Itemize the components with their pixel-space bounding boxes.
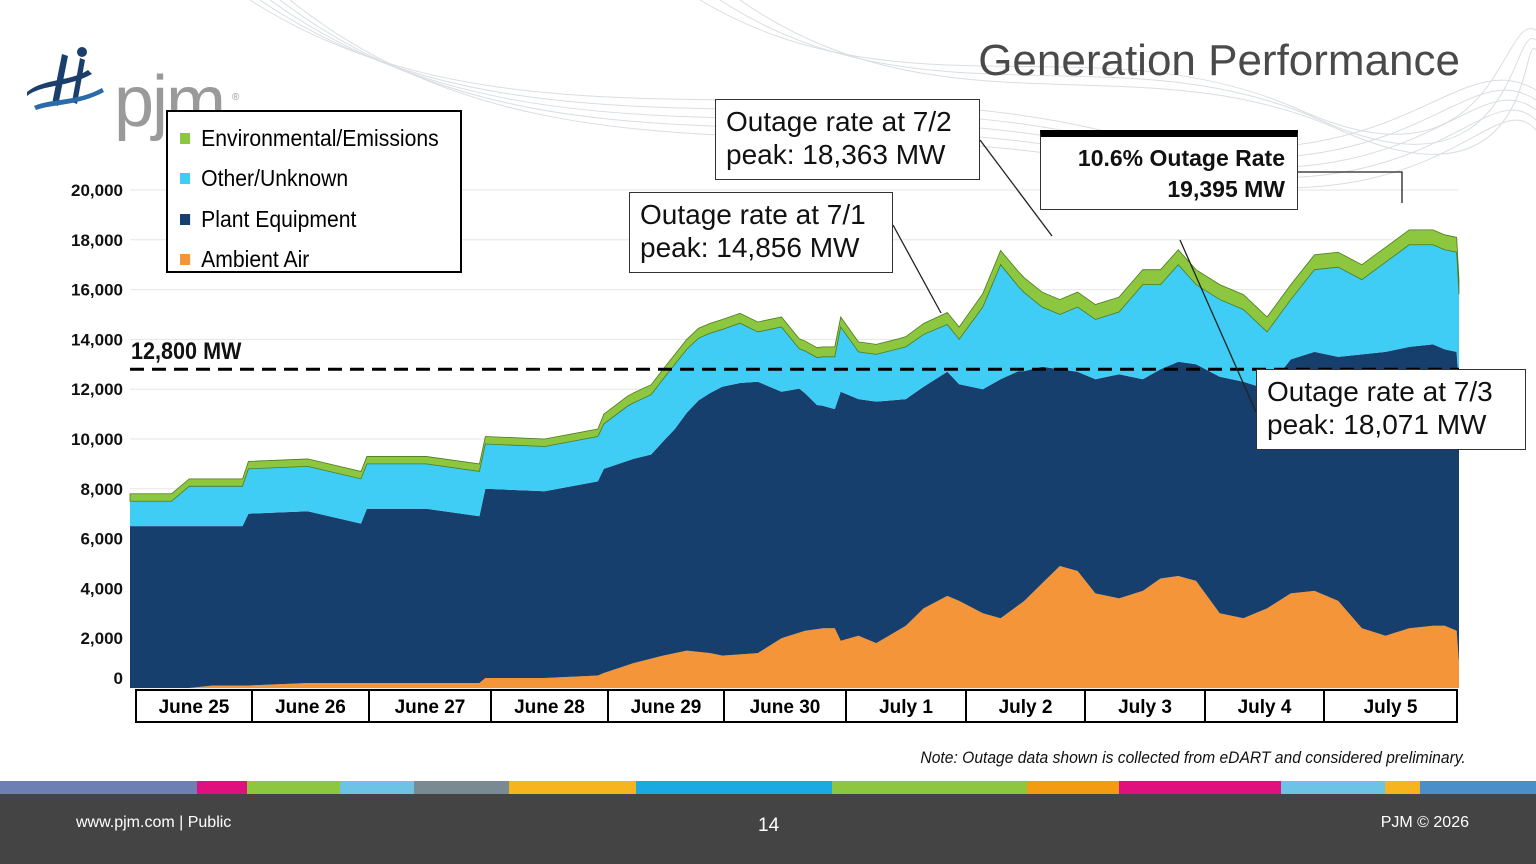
callout-july3: Outage rate at 7/3 peak: 18,071 MW (1256, 369, 1526, 450)
footer-copyright: PJM © 2026 (1380, 814, 1469, 831)
x-tick-label: July 3 (1118, 697, 1172, 718)
color-bar-segment (0, 781, 197, 794)
legend-swatch (180, 254, 191, 266)
callout-line: Outage rate at 7/2 (726, 106, 952, 137)
y-tick-label: 4,000 (80, 579, 123, 598)
y-tick-label: 0 (114, 669, 123, 688)
area-series-other-unknown (130, 244, 1459, 527)
legend-item: Other/Unknown (180, 159, 438, 200)
peak-outage-callout: 10.6% Outage Rate 19,395 MW (1040, 130, 1298, 210)
legend-label: Ambient Air (201, 246, 310, 273)
area-series-environmental-emissions (129, 229, 1460, 502)
color-bar-segment (636, 781, 832, 794)
callout-july2: Outage rate at 7/2 peak: 18,363 MW (715, 99, 980, 180)
y-axis-ticks: 0 2,000 4,000 6,000 8,000 10,000 12,000 14,000 1… (71, 181, 123, 688)
pjm-logo-mark-icon (27, 47, 104, 110)
slide-title: Generation Performance (978, 36, 1460, 85)
y-tick-label: 18,000 (71, 231, 123, 250)
logo-registered-mark: ® (232, 92, 240, 103)
color-bar-segment (1027, 781, 1119, 794)
x-tick-label: June 30 (750, 697, 821, 718)
x-tick-label: July 1 (879, 697, 933, 718)
x-tick-label: June 28 (514, 697, 585, 718)
legend-item: Ambient Air (180, 240, 438, 281)
x-axis-frame (135, 689, 1458, 723)
data-note: Note: Outage data shown is collected fro… (920, 748, 1466, 767)
y-tick-label: 14,000 (71, 330, 123, 349)
callout-line: peak: 18,363 MW (726, 139, 946, 170)
leader-july1 (892, 224, 942, 314)
color-bar-segment (1119, 781, 1281, 794)
leader-july2 (979, 139, 1053, 237)
chart-areas (129, 229, 1460, 688)
x-tick-label: June 25 (159, 697, 230, 718)
y-tick-label: 10,000 (71, 430, 123, 449)
page-number: 14 (758, 815, 780, 836)
legend-item: Plant Equipment (180, 199, 438, 240)
y-tick-label: 20,000 (71, 181, 123, 200)
area-series-ambient-air (130, 565, 1459, 688)
color-bar-segment (509, 781, 636, 794)
y-tick-label: 6,000 (80, 530, 123, 549)
chart-legend: Environmental/Emissions Other/Unknown Pl… (166, 110, 462, 273)
x-tick-label: July 4 (1238, 697, 1292, 718)
leader-july3 (1179, 239, 1257, 413)
footer: www.pjm.com | Public 14 PJM © 2026 (0, 794, 1536, 864)
y-tick-label: 8,000 (80, 480, 123, 499)
area-series-plant-equipment (130, 344, 1459, 688)
x-axis-category-boxes: June 25 June 26 June 27 June 28 June 29 June … (135, 689, 1458, 723)
color-bar-segment (340, 781, 414, 794)
legend-label: Environmental/Emissions (201, 124, 439, 151)
color-bar-segment (832, 781, 1027, 794)
legend-swatch (180, 213, 191, 225)
callout-line: Outage rate at 7/1 (640, 199, 866, 230)
peak-rate: 10.6% Outage Rate (1077, 145, 1285, 171)
color-bar-segment (197, 781, 247, 794)
peak-mw: 19,395 MW (1167, 176, 1285, 202)
legend-item: Environmental/Emissions (180, 118, 439, 159)
callout-line: peak: 14,856 MW (640, 232, 860, 263)
callout-leader-lines (892, 139, 1403, 413)
callout-line: peak: 18,071 MW (1267, 409, 1487, 440)
x-tick-label: June 26 (275, 697, 346, 718)
footer-website: www.pjm.com | Public (76, 814, 232, 831)
callout-july1: Outage rate at 7/1 peak: 14,856 MW (629, 192, 893, 273)
y-tick-label: 12,000 (71, 380, 123, 399)
x-tick-label: June 27 (395, 697, 466, 718)
y-tick-label: 16,000 (71, 281, 123, 300)
legend-label: Other/Unknown (201, 165, 349, 192)
y-tick-label: 2,000 (80, 629, 123, 648)
color-bar-segment (414, 781, 509, 794)
x-tick-label: July 2 (999, 697, 1053, 718)
threshold-label: 12,800 MW (131, 338, 242, 365)
color-bar-segment (1420, 781, 1536, 794)
x-tick-label: June 29 (631, 697, 702, 718)
color-bar-segment (1385, 781, 1420, 794)
legend-swatch (180, 173, 191, 185)
color-bar-segment (1281, 781, 1385, 794)
leader-peak (1298, 171, 1403, 203)
footer-color-bar (0, 781, 1536, 794)
legend-swatch (180, 132, 191, 144)
color-bar-segment (247, 781, 340, 794)
callout-line: Outage rate at 7/3 (1267, 376, 1493, 407)
x-tick-label: July 5 (1364, 697, 1418, 718)
legend-label: Plant Equipment (201, 205, 357, 232)
